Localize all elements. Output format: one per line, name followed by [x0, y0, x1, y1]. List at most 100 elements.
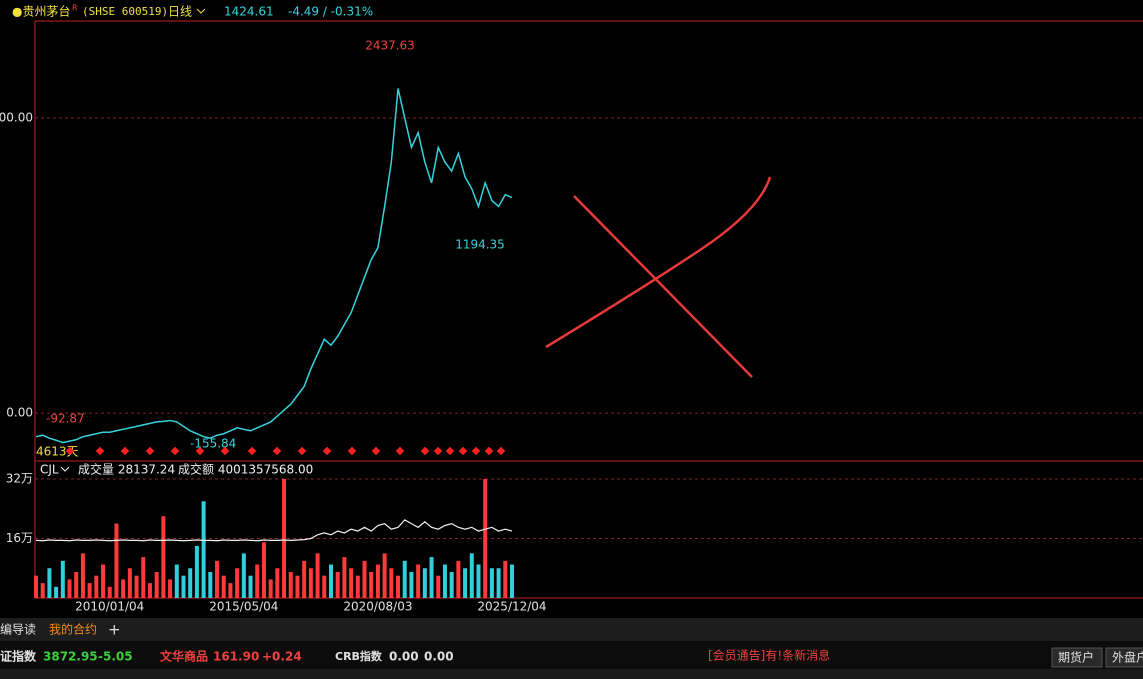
signal-marker — [322, 446, 332, 456]
button-label[interactable]: 期货户 — [1058, 650, 1094, 665]
volume-bar — [94, 575, 99, 598]
tab[interactable]: 编导读 — [0, 622, 36, 637]
volume-bar — [248, 575, 253, 598]
volume-bar — [87, 583, 92, 598]
volume-bar — [235, 568, 240, 598]
volume-bar — [302, 560, 307, 598]
volume-bar — [174, 564, 179, 598]
volume-bar — [375, 564, 380, 598]
index-change: +0.24 — [262, 650, 302, 664]
volume-bar — [355, 575, 360, 598]
button[interactable] — [1105, 647, 1143, 668]
price: 1424.61 — [224, 5, 274, 19]
tab[interactable]: 我的合约 — [49, 622, 97, 637]
symbol-mark: R — [72, 4, 78, 13]
drawn-stroke — [573, 195, 753, 378]
volume-bar — [402, 560, 407, 598]
signal-marker — [297, 446, 307, 456]
volume-bar — [134, 575, 139, 598]
y-tick-label: 1000.00 — [0, 110, 33, 124]
index-value: 3872.95 — [43, 650, 98, 664]
tab-bar — [0, 618, 1143, 641]
button-label[interactable]: 外盘户 — [1112, 650, 1143, 665]
volume-bar — [342, 557, 347, 598]
volume-bar — [469, 553, 474, 598]
volume-bar — [54, 586, 59, 598]
volume-bar — [389, 568, 394, 598]
signal-marker — [170, 446, 180, 456]
volume-bar — [168, 579, 173, 598]
indicator-name[interactable]: CJL — [40, 463, 59, 477]
status-bar — [0, 641, 1143, 669]
x-tick-label: 2025/12/04 — [477, 600, 546, 614]
indicator-arrow[interactable] — [60, 466, 70, 472]
volume-bar — [47, 568, 52, 598]
low-label: 1194.35 — [455, 238, 505, 252]
symbol-name[interactable]: ●贵州茅台 — [12, 4, 70, 19]
volume-bar — [308, 568, 313, 598]
volume-bar — [496, 568, 501, 598]
signal-marker — [65, 446, 75, 456]
signal-marker — [95, 446, 105, 456]
change: -4.49 / -0.31% — [288, 5, 373, 19]
high-label: 2437.63 — [365, 39, 415, 53]
volume-bar — [503, 560, 508, 598]
index-value: 161.90 — [213, 650, 259, 664]
index-name: 证指数 — [0, 649, 37, 664]
period[interactable]: 日线 — [168, 5, 192, 19]
volume-bar — [194, 545, 199, 598]
index-name: 文华商品 — [160, 649, 208, 664]
signal-marker — [471, 446, 481, 456]
period-arrow[interactable] — [196, 8, 206, 14]
volume-bar — [422, 568, 427, 598]
signal-marker — [484, 446, 494, 456]
signal-marker — [220, 446, 230, 456]
volume-bar — [369, 571, 374, 598]
volume-bar — [382, 553, 387, 598]
frame — [34, 20, 1143, 599]
volume-bar — [416, 564, 421, 598]
volume-bar — [147, 583, 152, 598]
volume-bar — [127, 568, 132, 598]
button[interactable] — [1051, 647, 1103, 668]
volume-bar — [74, 571, 79, 598]
volume-bar — [67, 579, 72, 598]
volume-bar — [208, 571, 213, 598]
signal-marker — [145, 446, 155, 456]
volume-bar — [201, 501, 206, 598]
volume-bar — [228, 583, 233, 598]
signal-marker — [420, 446, 430, 456]
volume-bar — [188, 568, 193, 598]
index-name: CRB指数 — [335, 649, 383, 663]
signal-marker — [195, 446, 205, 456]
volume-bar — [328, 564, 333, 598]
volume-bar — [429, 557, 434, 598]
left-high-label: -92.87 — [46, 412, 85, 426]
volume-bar — [483, 479, 488, 598]
volume-bar — [349, 568, 354, 598]
volume-bar — [34, 575, 38, 598]
volume-bar — [268, 579, 273, 598]
signal-marker — [371, 446, 381, 456]
y-tick-label: 0.00 — [6, 406, 33, 420]
volume-bar — [154, 571, 159, 598]
volume-bar — [141, 557, 146, 598]
volume-bar — [442, 564, 447, 598]
volume-bar — [161, 516, 166, 598]
index-change: 0.00 — [424, 650, 454, 664]
volume-bar — [282, 479, 287, 598]
volume-bar — [261, 542, 266, 598]
volume-bar — [456, 560, 461, 598]
y-tick-label: 16万 — [6, 531, 33, 545]
add-tab[interactable]: + — [108, 621, 121, 639]
volume-bar — [181, 575, 186, 598]
x-tick-label: 2020/08/03 — [343, 600, 412, 614]
amount-text: 成交额 4001357568.00 — [178, 462, 313, 477]
volume-line — [35, 519, 513, 542]
volume-bar — [510, 564, 514, 598]
volume-bar — [295, 575, 300, 598]
notice[interactable]: [会员通告]有!条新消息 — [708, 648, 830, 663]
volume-bar — [275, 568, 280, 598]
price-line — [35, 88, 513, 444]
